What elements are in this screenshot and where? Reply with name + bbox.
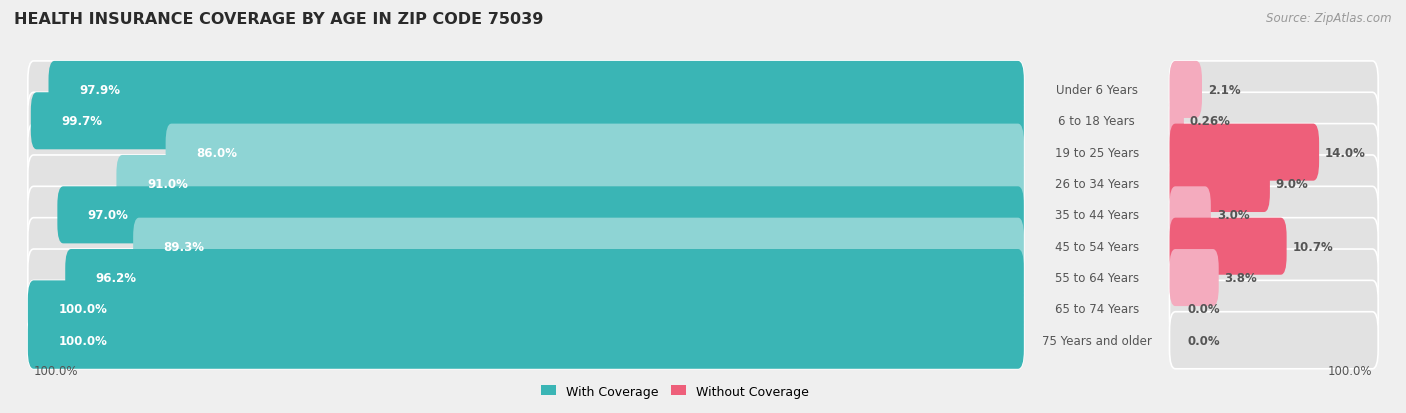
FancyBboxPatch shape xyxy=(1170,312,1378,369)
Legend: With Coverage, Without Coverage: With Coverage, Without Coverage xyxy=(536,380,814,403)
FancyBboxPatch shape xyxy=(28,312,1024,369)
Text: 19 to 25 Years: 19 to 25 Years xyxy=(1054,146,1139,159)
Text: 99.7%: 99.7% xyxy=(62,115,103,128)
Text: 9.0%: 9.0% xyxy=(1275,178,1309,190)
Text: 0.0%: 0.0% xyxy=(1187,303,1220,316)
Text: 100.0%: 100.0% xyxy=(1327,364,1372,377)
FancyBboxPatch shape xyxy=(1170,249,1219,306)
Text: 45 to 54 Years: 45 to 54 Years xyxy=(1054,240,1139,253)
FancyBboxPatch shape xyxy=(1170,93,1184,150)
FancyBboxPatch shape xyxy=(58,187,1024,244)
Text: 55 to 64 Years: 55 to 64 Years xyxy=(1054,271,1139,285)
FancyBboxPatch shape xyxy=(166,124,1024,181)
Text: 0.26%: 0.26% xyxy=(1189,115,1230,128)
Text: 10.7%: 10.7% xyxy=(1292,240,1333,253)
FancyBboxPatch shape xyxy=(134,218,1024,275)
FancyBboxPatch shape xyxy=(1170,156,1270,213)
FancyBboxPatch shape xyxy=(28,281,1024,337)
FancyBboxPatch shape xyxy=(48,62,1024,119)
FancyBboxPatch shape xyxy=(65,249,1024,306)
Text: 100.0%: 100.0% xyxy=(58,334,107,347)
FancyBboxPatch shape xyxy=(28,312,1024,369)
FancyBboxPatch shape xyxy=(28,93,1024,150)
FancyBboxPatch shape xyxy=(28,187,1024,244)
FancyBboxPatch shape xyxy=(1170,93,1378,150)
FancyBboxPatch shape xyxy=(28,249,1024,306)
FancyBboxPatch shape xyxy=(31,93,1024,150)
Text: 100.0%: 100.0% xyxy=(34,364,79,377)
Text: 97.0%: 97.0% xyxy=(87,209,129,222)
FancyBboxPatch shape xyxy=(1170,218,1286,275)
Text: 75 Years and older: 75 Years and older xyxy=(1042,334,1152,347)
FancyBboxPatch shape xyxy=(28,156,1024,213)
Text: 97.9%: 97.9% xyxy=(79,84,120,97)
FancyBboxPatch shape xyxy=(1170,124,1319,181)
FancyBboxPatch shape xyxy=(1170,62,1202,119)
Text: 86.0%: 86.0% xyxy=(195,146,238,159)
FancyBboxPatch shape xyxy=(28,124,1024,181)
Text: 65 to 74 Years: 65 to 74 Years xyxy=(1054,303,1139,316)
Text: 26 to 34 Years: 26 to 34 Years xyxy=(1054,178,1139,190)
Text: 3.0%: 3.0% xyxy=(1216,209,1250,222)
Text: HEALTH INSURANCE COVERAGE BY AGE IN ZIP CODE 75039: HEALTH INSURANCE COVERAGE BY AGE IN ZIP … xyxy=(14,12,544,27)
Text: Source: ZipAtlas.com: Source: ZipAtlas.com xyxy=(1267,12,1392,25)
Text: 96.2%: 96.2% xyxy=(96,271,136,285)
FancyBboxPatch shape xyxy=(1170,156,1378,213)
FancyBboxPatch shape xyxy=(1170,62,1378,119)
FancyBboxPatch shape xyxy=(117,156,1024,213)
FancyBboxPatch shape xyxy=(1170,249,1378,306)
FancyBboxPatch shape xyxy=(28,281,1024,337)
FancyBboxPatch shape xyxy=(1170,187,1378,244)
Text: 91.0%: 91.0% xyxy=(146,178,188,190)
Text: 100.0%: 100.0% xyxy=(58,303,107,316)
Text: 14.0%: 14.0% xyxy=(1324,146,1365,159)
FancyBboxPatch shape xyxy=(28,218,1024,275)
FancyBboxPatch shape xyxy=(28,62,1024,119)
Text: 89.3%: 89.3% xyxy=(163,240,205,253)
Text: 3.8%: 3.8% xyxy=(1225,271,1257,285)
Text: 35 to 44 Years: 35 to 44 Years xyxy=(1054,209,1139,222)
Text: 6 to 18 Years: 6 to 18 Years xyxy=(1059,115,1135,128)
Text: Under 6 Years: Under 6 Years xyxy=(1056,84,1137,97)
Text: 0.0%: 0.0% xyxy=(1187,334,1220,347)
FancyBboxPatch shape xyxy=(1170,281,1378,337)
FancyBboxPatch shape xyxy=(1170,124,1378,181)
FancyBboxPatch shape xyxy=(1170,187,1211,244)
Text: 2.1%: 2.1% xyxy=(1208,84,1240,97)
FancyBboxPatch shape xyxy=(1170,218,1378,275)
